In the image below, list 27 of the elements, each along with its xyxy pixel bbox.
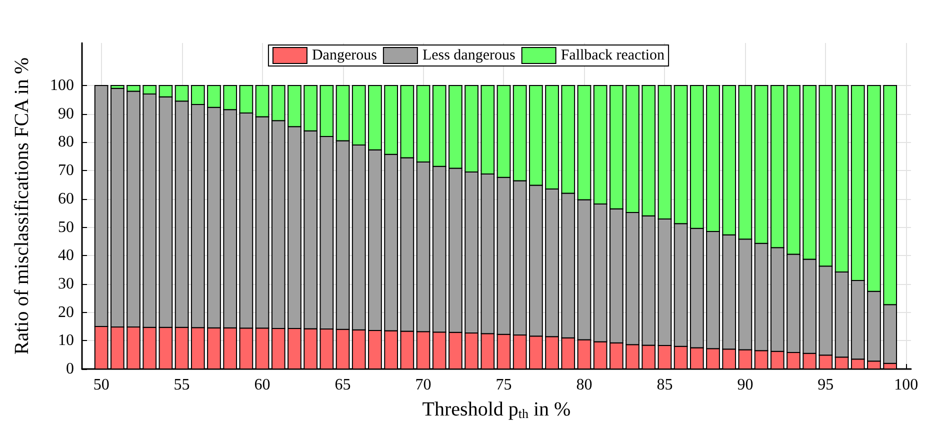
x-tick-label: 65 [334, 376, 351, 394]
x-tick-label: 80 [576, 376, 592, 394]
x-tick-label: 70 [415, 376, 432, 394]
y-tick-label: 40 [58, 247, 74, 264]
x-tick-label: 85 [656, 376, 673, 394]
y-tick-label: 70 [58, 162, 74, 180]
y-tick-label: 0 [66, 360, 74, 378]
x-tick-label: 95 [818, 376, 834, 394]
legend-label: Less dangerous [422, 48, 516, 64]
legend-label: Dangerous [312, 48, 378, 64]
y-axis-title: Ratio of misclassifications FCA in % [11, 57, 33, 355]
x-tick-label: 90 [737, 376, 754, 394]
y-tick-label: 80 [58, 134, 74, 151]
y-tick-label: 90 [58, 105, 74, 122]
y-tick-label: 50 [58, 218, 74, 236]
x-axis-title: Threshold pth in % [422, 398, 571, 421]
y-tick-label: 10 [58, 332, 74, 350]
y-tick-label: 30 [58, 275, 74, 292]
x-tick-label: 100 [894, 376, 918, 394]
legend-label: Fallback reaction [560, 48, 666, 64]
y-tick-label: 60 [58, 190, 74, 208]
x-tick-label: 50 [93, 376, 110, 394]
x-tick-label: 60 [254, 376, 270, 394]
y-tick-label: 20 [58, 304, 74, 321]
x-tick-label: 75 [496, 376, 512, 394]
y-tick-label: 100 [50, 77, 74, 94]
x-tick-label: 55 [174, 376, 190, 394]
